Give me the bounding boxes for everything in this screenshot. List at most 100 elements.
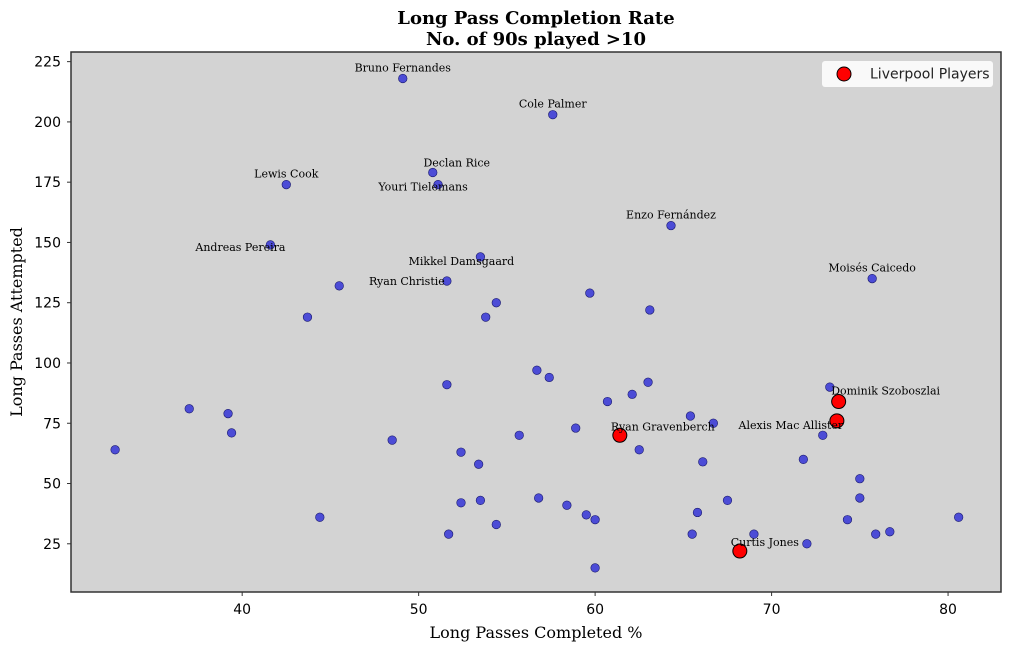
player-point: [398, 73, 408, 84]
player-point: [871, 529, 881, 539]
x-tick-label: 80: [939, 602, 957, 618]
player-point: [184, 404, 194, 414]
player-point: [798, 454, 808, 465]
player-point: [534, 493, 544, 503]
legend-marker: [836, 66, 852, 82]
player-point: [585, 288, 595, 298]
player-point: [532, 365, 542, 375]
player-point: [749, 529, 759, 539]
y-axis-label: Long Passes Attempted: [7, 227, 26, 417]
point-annotations: Bruno Fernandes Cole Palmer Declan Rice You…: [194, 62, 940, 550]
player-point: [867, 274, 877, 284]
player-point: [334, 281, 344, 291]
player-point: [265, 240, 276, 250]
chart-title: Long Pass Completion Rate: [397, 8, 674, 29]
annotation-youri-tielemans: Youri Tielemans: [377, 181, 468, 194]
chart-subtitle: No. of 90s played >10: [426, 29, 646, 50]
y-tick-label: 200: [34, 115, 61, 131]
player-point: [590, 563, 600, 573]
player-point: [110, 445, 120, 455]
player-point: [855, 493, 865, 503]
y-tick-label: 225: [34, 55, 61, 71]
y-tick-label: 100: [34, 356, 61, 372]
player-point: [698, 457, 708, 467]
x-tick-label: 70: [763, 602, 781, 618]
player-point: [481, 312, 491, 322]
player-point: [475, 252, 486, 262]
liverpool-player-point: [831, 394, 847, 410]
player-point: [442, 380, 452, 390]
player-point: [885, 527, 895, 537]
player-point: [442, 276, 452, 286]
legend: Liverpool Players: [822, 61, 993, 87]
annotation-andreas-pereira: Andreas Pereira: [194, 241, 285, 254]
player-point: [444, 529, 454, 539]
player-point: [302, 312, 313, 322]
annotation-moises-caicedo: Moisés Caicedo: [828, 262, 916, 275]
annotation-curtis-jones: Curtis Jones: [731, 536, 799, 549]
liverpool-player-point: [829, 413, 845, 429]
player-point: [387, 435, 397, 445]
y-tick-label: 125: [34, 296, 61, 312]
y-tick-label: 75: [43, 416, 61, 432]
player-point: [456, 447, 466, 457]
annotation-declan-rice: Declan Rice: [423, 157, 490, 170]
player-point: [544, 372, 554, 383]
player-point: [634, 445, 644, 455]
annotation-ryan-gravenberch: Ryan Gravenberch: [611, 420, 715, 433]
player-point: [226, 428, 237, 438]
player-point: [602, 396, 613, 407]
player-point: [627, 389, 637, 399]
annotation-bruno-fernandes: Bruno Fernandes: [355, 62, 452, 75]
player-point: [643, 377, 653, 387]
annotation-dominik-szoboszlai: Dominik Szoboszlai: [831, 385, 940, 398]
player-point: [223, 409, 233, 419]
legend-label: Liverpool Players: [870, 67, 990, 83]
annotation-alexis-mac-allister: Alexis Mac Allister: [738, 419, 844, 432]
player-point: [571, 423, 581, 433]
x-tick-label: 40: [233, 602, 251, 618]
x-axis-label: Long Passes Completed %: [430, 623, 643, 642]
player-point: [666, 220, 676, 231]
player-point: [581, 510, 591, 520]
player-point: [456, 498, 466, 508]
player-point: [692, 507, 703, 518]
y-tick-label: 25: [43, 537, 61, 553]
annotation-mikkel-damsgaard: Mikkel Damsgaard: [409, 255, 515, 268]
plot-area: [70, 51, 1002, 593]
x-axis-ticks: 40 50 60 70 80: [233, 592, 957, 618]
player-point: [685, 411, 696, 421]
player-point: [590, 515, 600, 525]
player-point: [491, 519, 501, 530]
liverpool-player-point: [732, 543, 748, 559]
annotation-ryan-christie: Ryan Christie: [369, 275, 445, 288]
annotation-lewis-cook: Lewis Cook: [254, 168, 319, 181]
x-tick-label: 60: [586, 602, 604, 618]
annotation-cole-palmer: Cole Palmer: [519, 98, 587, 111]
player-point: [855, 474, 865, 484]
player-point: [428, 167, 438, 178]
player-point: [818, 430, 828, 440]
player-point: [825, 382, 835, 392]
player-point: [722, 495, 733, 505]
legend-box: [822, 61, 993, 87]
liverpool-player-point: [612, 427, 628, 443]
data-points: [110, 73, 964, 573]
player-point: [433, 179, 443, 190]
player-point: [514, 430, 524, 440]
player-point: [645, 305, 655, 315]
player-point: [548, 110, 558, 120]
player-point: [708, 418, 718, 428]
player-point: [281, 179, 291, 190]
player-point: [474, 459, 484, 469]
player-point: [491, 298, 501, 308]
y-tick-label: 175: [34, 175, 61, 191]
player-point: [562, 500, 572, 510]
player-point: [842, 515, 853, 525]
y-axis-ticks: 25 50 75 100 125 150 175 200 225: [34, 55, 71, 553]
annotation-enzo-fernandez: Enzo Fernández: [626, 209, 716, 222]
player-point: [475, 495, 486, 505]
x-tick-label: 50: [410, 602, 428, 618]
player-point: [954, 512, 964, 522]
